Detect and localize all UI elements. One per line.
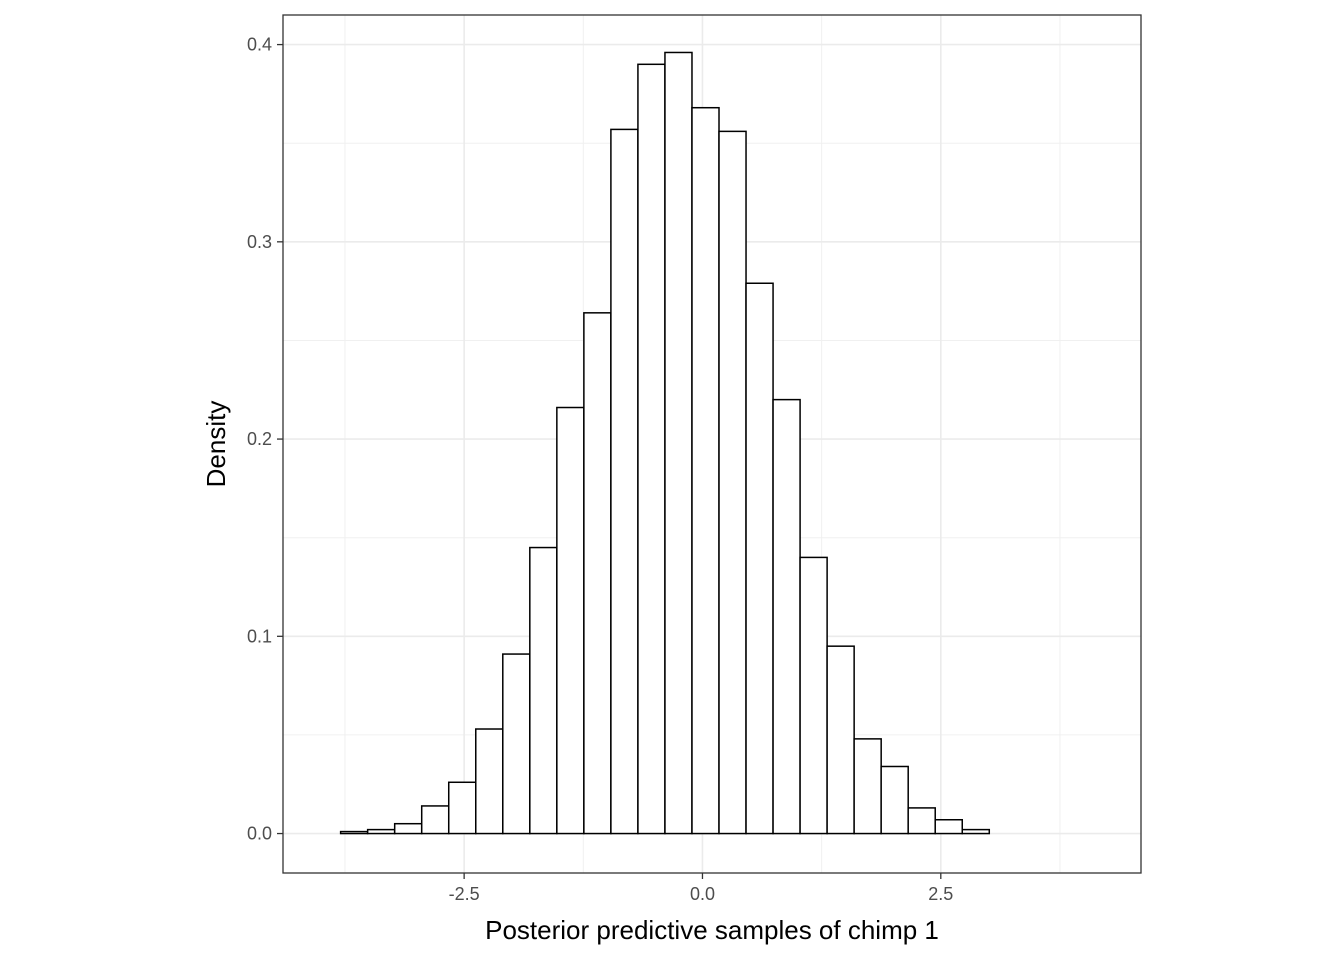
histogram-bar: [718, 130, 747, 835]
histogram-bar: [502, 653, 531, 835]
y-axis-ticks: 0.0 0.1 0.2 0.3 0.4: [247, 35, 283, 844]
histogram-bar: [934, 818, 964, 835]
histogram-bar: [529, 546, 558, 835]
x-tick-label: 2.5: [928, 884, 953, 904]
histogram-bar: [339, 830, 369, 835]
histogram-bars: [339, 51, 991, 835]
histogram-bar: [826, 645, 855, 835]
histogram-bar: [880, 765, 909, 835]
histogram-bar: [420, 805, 450, 835]
histogram-bar: [772, 398, 801, 835]
histogram-bar: [583, 312, 612, 835]
histogram-bar: [745, 282, 774, 835]
x-axis-ticks: -2.5 0.0 2.5: [449, 873, 953, 904]
y-axis-title: Density: [201, 401, 231, 488]
panel-border: [282, 14, 1142, 874]
y-tick-label: 0.2: [247, 429, 272, 449]
histogram-bar: [556, 406, 585, 835]
histogram-bar: [664, 51, 693, 835]
histogram-bar: [907, 807, 936, 835]
histogram-bar: [475, 728, 504, 835]
histogram-bar: [961, 828, 991, 835]
y-tick-label: 0.3: [247, 232, 272, 252]
histogram-bar: [637, 63, 666, 835]
y-tick-label: 0.0: [247, 824, 272, 844]
x-tick-label: 0.0: [690, 884, 715, 904]
y-tick-label: 0.1: [247, 626, 272, 646]
histogram-bar: [393, 822, 423, 835]
histogram-bar: [610, 128, 639, 835]
histogram-bar: [799, 556, 828, 835]
histogram-bar: [366, 828, 396, 835]
x-tick-label: -2.5: [449, 884, 480, 904]
histogram-bar: [853, 738, 882, 835]
histogram-bar: [447, 781, 477, 835]
x-axis-title: Posterior predictive samples of chimp 1: [485, 915, 939, 945]
y-tick-label: 0.4: [247, 35, 272, 55]
histogram-bar: [691, 106, 720, 835]
